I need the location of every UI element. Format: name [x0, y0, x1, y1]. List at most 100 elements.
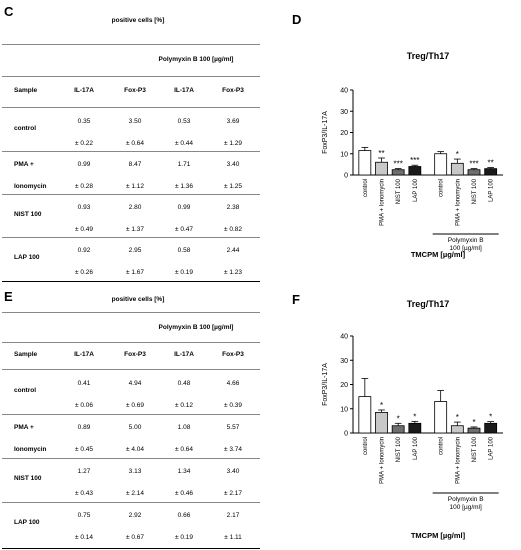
y-tick-label: 30 — [340, 358, 348, 365]
cell-sd: ± 0.06 — [74, 402, 94, 409]
x-axis-label: TMCPM [µg/ml] — [411, 250, 466, 259]
x-tick-label: LAP 100 — [489, 436, 495, 460]
x-tick-label: NIST 100 — [472, 436, 478, 462]
column-header-il17a-polymyxin: IL-17A — [174, 87, 194, 94]
column-header-sample: Sample — [14, 87, 38, 94]
cell-sd: ± 0.46 — [174, 490, 194, 497]
significance-label: *** — [410, 156, 419, 165]
x-tick-label: control — [439, 437, 445, 455]
x-tick-label: control — [363, 437, 369, 455]
bar — [358, 150, 372, 176]
divider — [2, 369, 260, 370]
y-axis-label: FoxP3/IL-17A — [322, 363, 329, 406]
header-positive-cells: positive cells [%] — [111, 296, 165, 303]
row-divider — [2, 194, 260, 195]
bar — [434, 401, 448, 434]
chart-title: Treg/Th17 — [407, 51, 450, 61]
cell-sd: ± 3.74 — [223, 446, 243, 453]
significance-label: *** — [393, 160, 402, 169]
x-tick-label: LAP 100 — [413, 178, 419, 202]
y-tick-label: 0 — [344, 173, 348, 180]
cell-sd: ± 0.12 — [174, 402, 194, 409]
x-tick-label: NIST 100 — [396, 436, 402, 462]
bar — [467, 427, 481, 434]
bar — [408, 166, 422, 176]
cell-sd: ± 0.47 — [174, 225, 194, 233]
cell-mean: 2.95 — [128, 247, 142, 254]
cell-sd: ± 0.14 — [74, 534, 94, 541]
x-axis-label: TMCPM [µg/ml] — [411, 531, 466, 540]
cell-mean: 1.27 — [77, 468, 91, 475]
cell-mean: 0.92 — [77, 247, 91, 254]
cell-mean: 2.38 — [226, 204, 240, 211]
y-tick-label: 10 — [340, 151, 348, 158]
cell-mean: 0.99 — [77, 161, 91, 168]
group-label: 100 [µg/ml] — [450, 504, 482, 511]
cell-sd: ± 2.14 — [125, 490, 145, 497]
cell-mean: 0.53 — [177, 118, 191, 125]
cell-mean: 0.66 — [177, 512, 191, 519]
cell-sd: ± 1.37 — [125, 225, 145, 233]
x-tick-label: control — [439, 179, 445, 197]
x-tick-label: control — [363, 179, 369, 197]
cell-mean: 3.50 — [128, 118, 142, 125]
significance-label: * — [456, 150, 459, 159]
y-tick-label: 0 — [344, 431, 348, 438]
bar — [391, 425, 405, 434]
cell-mean: 4.94 — [128, 380, 142, 387]
cell-sd: ± 0.82 — [223, 225, 243, 233]
divider — [2, 312, 260, 313]
cell-mean: 1.34 — [177, 468, 191, 475]
cell-mean: 0.58 — [177, 247, 191, 254]
column-header-foxp3: Fox-P3 — [124, 351, 146, 358]
bar — [450, 162, 464, 176]
cell-mean: 0.99 — [177, 204, 191, 211]
x-tick-label: NIST 100 — [396, 178, 402, 204]
cell-sd: ± 0.69 — [125, 402, 145, 409]
cell-sd: ± 1.67 — [125, 268, 145, 276]
sample-label: control — [14, 124, 37, 132]
cell-mean: 0.93 — [77, 204, 91, 211]
x-tick-label: PMA + Ionomycin — [455, 179, 461, 226]
x-tick-label: PMA + Ionomycin — [455, 437, 461, 484]
cell-mean: 0.41 — [77, 380, 91, 387]
divider — [2, 76, 260, 77]
chart-d: D Treg/Th17 FoxP3/IL-17A 0 10 20 30 40 control *… — [292, 12, 503, 259]
cell-mean: 4.66 — [226, 380, 240, 387]
panel-letter-e: E — [4, 289, 13, 304]
header-positive-cells: positive cells [%] — [111, 17, 165, 24]
cell-mean: 2.80 — [128, 204, 142, 211]
y-tick-label: 10 — [340, 406, 348, 413]
chart-f: F Treg/Th17 FoxP3/IL-17A 0 10 20 30 40 control *… — [292, 292, 503, 540]
bar — [484, 422, 498, 434]
column-header-il17a: IL-17A — [74, 351, 94, 358]
sample-label: PMA + — [14, 161, 34, 168]
column-header-foxp3: Fox-P3 — [124, 87, 146, 94]
column-header-sample: Sample — [14, 351, 38, 358]
cell-mean: 3.40 — [226, 161, 240, 168]
column-header-foxp3-polymyxin: Fox-P3 — [222, 351, 244, 358]
bar — [408, 422, 422, 434]
row-divider — [2, 237, 260, 238]
cell-sd: ± 2.17 — [223, 490, 243, 497]
significance-label: * — [456, 413, 459, 422]
sample-label: NIST 100 — [14, 475, 42, 482]
divider — [2, 44, 260, 45]
significance-label: * — [489, 413, 492, 422]
sample-label: LAP 100 — [14, 253, 40, 261]
cell-mean: 0.89 — [77, 424, 91, 431]
cell-sd: ± 1.36 — [174, 182, 194, 190]
divider — [2, 107, 260, 108]
cell-mean: 5.00 — [128, 424, 142, 431]
row-divider — [2, 502, 260, 503]
cell-sd: ± 0.45 — [74, 446, 94, 453]
x-tick-label: LAP 100 — [413, 436, 419, 460]
significance-label: *** — [469, 160, 478, 169]
panel-letter-d: D — [292, 12, 301, 27]
cell-sd: ± 0.43 — [74, 490, 94, 497]
y-tick-label: 40 — [340, 334, 348, 341]
cell-mean: 3.40 — [226, 468, 240, 475]
cell-mean: 2.17 — [226, 512, 240, 519]
table-e: E positive cells [%] Polymyxin B 100 [µg… — [0, 284, 262, 550]
bar — [375, 411, 388, 434]
